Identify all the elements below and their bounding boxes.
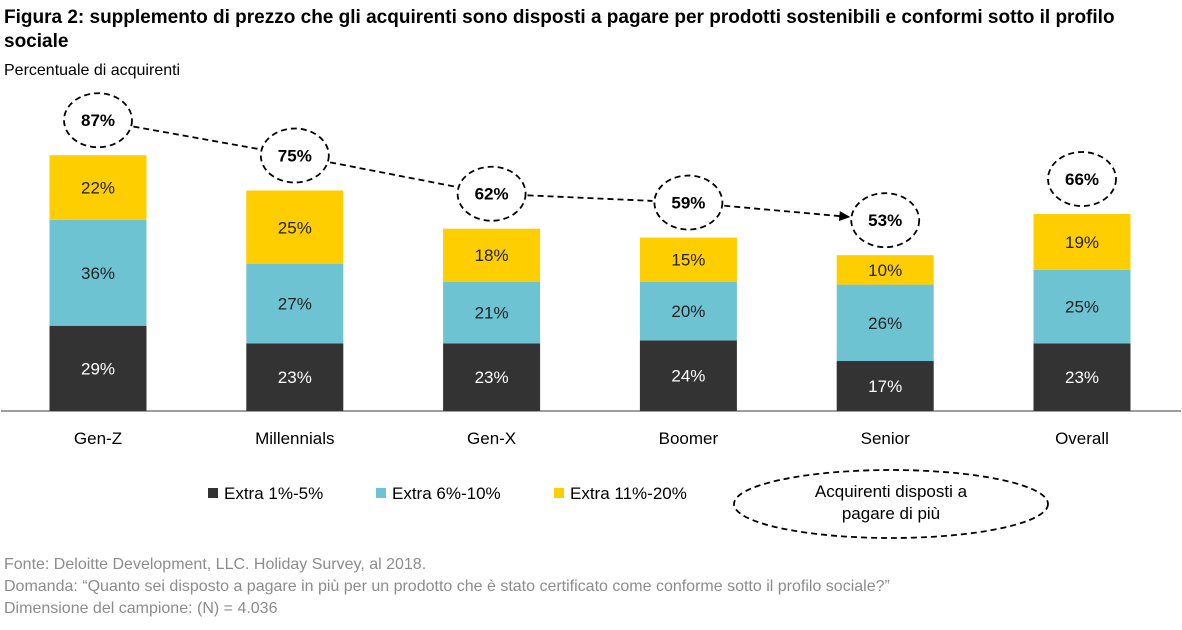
bar-value-label: 10% <box>868 261 902 280</box>
bar-segment <box>246 264 344 344</box>
x-tick-label: Boomer <box>659 429 719 448</box>
bar-segment <box>1033 214 1131 270</box>
trend-connector <box>329 161 457 188</box>
total-value-label: 59% <box>671 194 705 213</box>
chart-footer: Fonte: Deloitte Development, LLC. Holida… <box>4 554 890 620</box>
bar-segment <box>639 340 737 411</box>
bar-value-label: 18% <box>475 246 509 265</box>
bar-segment <box>49 325 147 411</box>
total-note-label: Acquirenti disposti a pagare di più <box>815 482 968 523</box>
bar-segment <box>49 155 147 220</box>
bar-segment <box>1033 269 1131 344</box>
question-note: Domanda: “Quanto sei disposto a pagare i… <box>4 578 890 595</box>
bar-value-label: 26% <box>868 314 902 333</box>
total-value-label: 75% <box>278 147 312 166</box>
bar-segment <box>836 361 934 411</box>
total-ellipse <box>653 174 724 231</box>
x-tick-label: Millennials <box>255 429 334 448</box>
sample-note: Dimensione del campione: (N) = 4.036 <box>4 600 278 617</box>
bar-segment <box>246 190 344 264</box>
bar-value-label: 29% <box>81 359 115 378</box>
x-tick-label: Senior <box>861 429 910 448</box>
bar-segment <box>443 228 541 282</box>
bar-segment <box>443 281 541 344</box>
bar-value-label: 17% <box>868 377 902 396</box>
bar-segment <box>1033 343 1131 411</box>
total-ellipse <box>259 127 330 184</box>
trend-connector <box>724 204 842 218</box>
chart-subtitle: Percentuale di acquirenti <box>4 62 181 79</box>
x-tick-label: Gen-X <box>467 429 516 448</box>
bar-value-label: 25% <box>1065 298 1099 317</box>
bar-value-label: 24% <box>671 367 705 386</box>
bar-value-label: 15% <box>671 251 705 270</box>
bar-value-label: 23% <box>475 368 509 387</box>
bar-segment <box>443 343 541 411</box>
bar-value-label: 36% <box>81 264 115 283</box>
bar-segment <box>639 237 737 282</box>
total-ellipse <box>63 92 133 149</box>
legend-swatch <box>376 488 386 498</box>
total-ellipse <box>850 192 921 249</box>
bar-segment <box>639 281 737 341</box>
total-value-label: 53% <box>868 211 902 230</box>
bar-segment <box>836 255 934 285</box>
bar-value-label: 23% <box>1065 368 1099 387</box>
bar-segment <box>246 343 344 411</box>
trend-connector <box>133 125 260 151</box>
source-note: Fonte: Deloitte Development, LLC. Holida… <box>4 556 427 573</box>
total-ellipse <box>1047 151 1117 207</box>
legend-label: Extra 11%-20% <box>570 484 687 503</box>
bar-value-label: 21% <box>475 304 509 323</box>
chart-title: Figura 2: supplemento di prezzo che gli … <box>4 7 1115 52</box>
total-value-label: 62% <box>475 185 509 204</box>
total-note-ellipse <box>733 469 1049 539</box>
bar-segment <box>49 219 147 326</box>
bar-value-label: 23% <box>278 368 312 387</box>
bar-value-label: 22% <box>81 179 115 198</box>
trend-connector <box>527 194 653 202</box>
legend-label: Extra 1%-5% <box>224 484 323 503</box>
total-ellipse <box>456 165 527 222</box>
stacked-bar-chart: 29% 36% 22% Gen-Z 23% 27% 25% Millennials 23% 21%… <box>1 92 1181 539</box>
total-value-label: 66% <box>1065 170 1099 189</box>
legend-label: Extra 6%-10% <box>392 484 501 503</box>
total-value-label: 87% <box>81 111 115 130</box>
bar-value-label: 25% <box>278 218 312 237</box>
legend-swatch <box>208 488 218 498</box>
bar-segment <box>836 284 934 362</box>
legend-swatch <box>554 488 564 498</box>
x-tick-label: Gen-Z <box>74 429 122 448</box>
bar-value-label: 19% <box>1065 233 1099 252</box>
trend-arrowhead <box>838 211 851 222</box>
x-tick-label: Overall <box>1055 429 1109 448</box>
bar-value-label: 27% <box>278 295 312 314</box>
bar-value-label: 20% <box>671 302 705 321</box>
